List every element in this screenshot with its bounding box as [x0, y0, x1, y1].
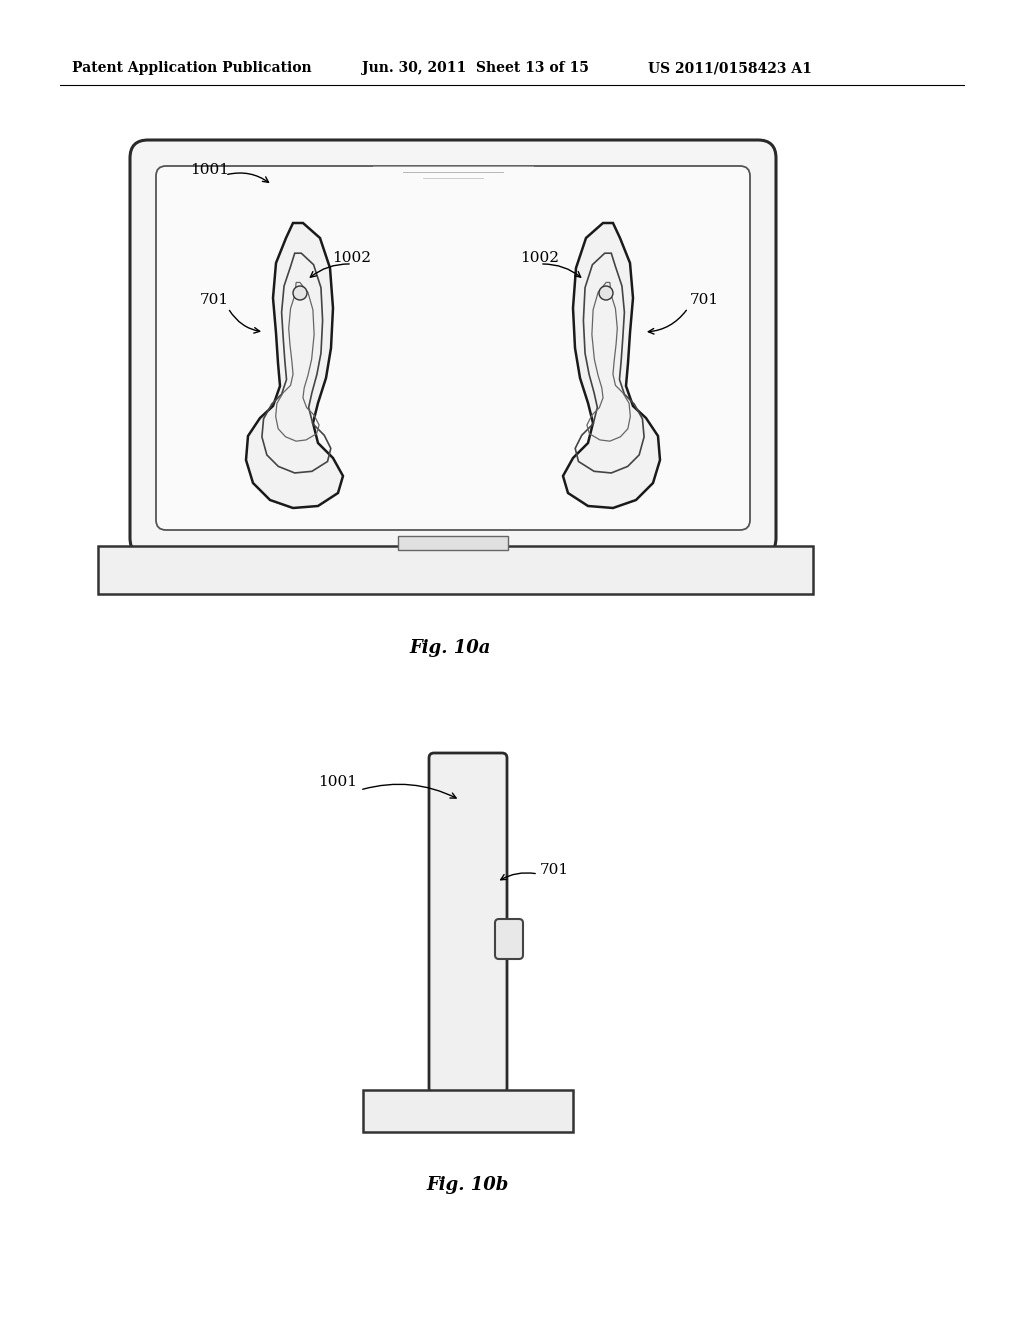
Text: Jun. 30, 2011  Sheet 13 of 15: Jun. 30, 2011 Sheet 13 of 15	[362, 61, 589, 75]
FancyBboxPatch shape	[495, 919, 523, 960]
Circle shape	[599, 286, 613, 300]
Text: 701: 701	[690, 293, 719, 308]
Text: 1002: 1002	[333, 251, 372, 265]
Text: Fig. 10b: Fig. 10b	[427, 1176, 509, 1195]
Text: Patent Application Publication: Patent Application Publication	[72, 61, 311, 75]
Polygon shape	[563, 223, 660, 508]
Text: 1001: 1001	[318, 775, 357, 789]
Polygon shape	[246, 223, 343, 508]
Text: 701: 701	[200, 293, 229, 308]
Bar	[398, 536, 508, 550]
Text: 1002: 1002	[520, 251, 559, 265]
Text: US 2011/0158423 A1: US 2011/0158423 A1	[648, 61, 812, 75]
FancyBboxPatch shape	[130, 140, 776, 556]
Bar	[362, 1090, 573, 1133]
Text: Fig. 10a: Fig. 10a	[410, 639, 490, 657]
Text: 701: 701	[540, 863, 569, 876]
Bar	[98, 546, 813, 594]
FancyBboxPatch shape	[156, 166, 750, 531]
FancyBboxPatch shape	[429, 752, 507, 1093]
Circle shape	[293, 286, 307, 300]
Text: 1001: 1001	[190, 162, 229, 177]
